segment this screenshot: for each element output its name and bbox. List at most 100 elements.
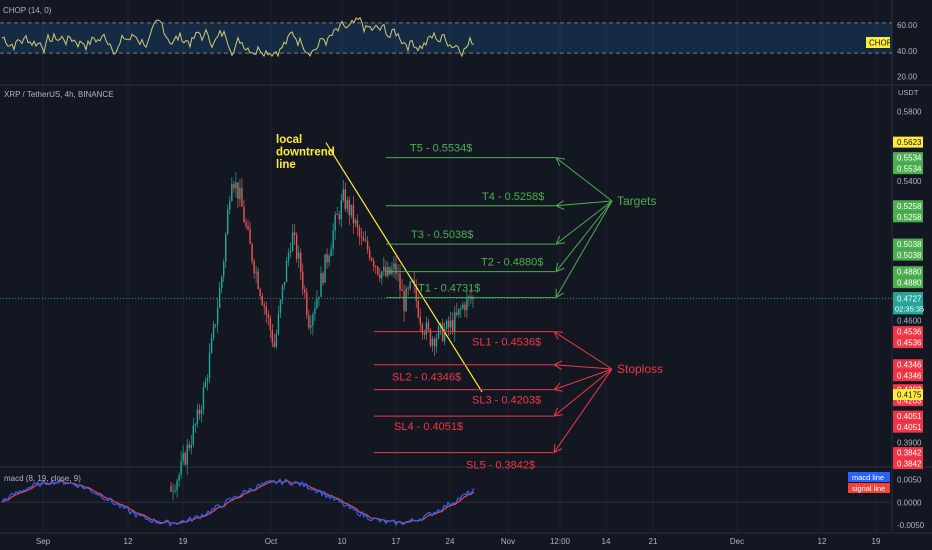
price-badge bbox=[893, 370, 923, 382]
candle-body bbox=[449, 320, 452, 328]
candle-body bbox=[372, 260, 375, 267]
candle-body bbox=[289, 250, 292, 254]
candle-body bbox=[194, 424, 197, 426]
candle-body bbox=[360, 236, 363, 238]
price-badge-label: 0.4880 bbox=[897, 279, 922, 288]
candle-body bbox=[385, 266, 387, 276]
candle-body bbox=[261, 296, 263, 305]
candle-body bbox=[186, 444, 188, 465]
price-badge-label: 0.5534 bbox=[897, 154, 922, 163]
x-tick-label: Sep bbox=[36, 537, 51, 546]
trendline-label: line bbox=[276, 159, 296, 171]
candle-body bbox=[472, 296, 474, 300]
candle-body bbox=[216, 307, 219, 325]
target-label: T3 - 0.5038$ bbox=[411, 229, 473, 241]
x-tick-label: 21 bbox=[649, 537, 658, 546]
downtrend-line[interactable] bbox=[325, 142, 483, 393]
candle-body bbox=[417, 300, 419, 317]
candle-body bbox=[297, 252, 300, 259]
candle-body bbox=[225, 233, 227, 262]
target-arrow bbox=[555, 200, 613, 298]
candle-body bbox=[172, 490, 174, 492]
candle-body bbox=[338, 214, 340, 220]
candle-body bbox=[452, 320, 454, 332]
candle-body bbox=[370, 258, 373, 261]
candle-body bbox=[460, 308, 462, 310]
candle-body bbox=[198, 409, 201, 414]
candle-body bbox=[356, 220, 359, 228]
candle-body bbox=[464, 304, 466, 311]
x-tick-label: Oct bbox=[265, 537, 278, 546]
candle-body bbox=[352, 204, 355, 224]
candle-body bbox=[316, 298, 318, 309]
target-arrow-head bbox=[555, 288, 564, 299]
candle-body bbox=[174, 490, 176, 491]
price-badge-label: 0.4051 bbox=[897, 412, 922, 421]
chop-y-tick-label: 40.00 bbox=[897, 47, 918, 56]
price-badge-label: 0.3842 bbox=[897, 460, 922, 469]
candle-body bbox=[445, 320, 448, 330]
candle-body bbox=[300, 252, 302, 272]
price-badge-label: 0.4346 bbox=[897, 372, 922, 381]
x-tick-label: 14 bbox=[602, 537, 611, 546]
candle-body bbox=[429, 329, 432, 346]
candle-body bbox=[222, 261, 225, 277]
candle-body bbox=[389, 267, 391, 275]
chop-y-tick-label: 60.00 bbox=[897, 21, 918, 30]
candle-body bbox=[403, 290, 405, 312]
candle-body bbox=[330, 248, 332, 257]
target-arrow bbox=[555, 200, 613, 272]
price-badge bbox=[893, 136, 923, 148]
candle-body bbox=[184, 453, 186, 465]
candle-body bbox=[180, 460, 182, 475]
price-badge-label: 0.4175 bbox=[897, 391, 922, 400]
stoploss-label: SL4 - 0.4051$ bbox=[394, 421, 463, 433]
price-badge-label: 0.5623 bbox=[897, 138, 922, 147]
candle-body bbox=[342, 189, 344, 201]
price-badge bbox=[893, 152, 923, 164]
price-badge bbox=[893, 211, 923, 223]
candle-body bbox=[218, 287, 221, 308]
candle-body bbox=[383, 266, 385, 272]
price-badge bbox=[893, 277, 923, 289]
target-label: T1 - 0.4731$ bbox=[418, 283, 480, 295]
candle-body bbox=[239, 187, 241, 199]
candle-body bbox=[435, 338, 438, 347]
chop-indicator-title[interactable]: CHOP (14, 0) bbox=[3, 6, 52, 15]
candle-body bbox=[308, 315, 310, 328]
candle-body bbox=[202, 387, 205, 410]
price-badge bbox=[893, 395, 923, 407]
trendline-label: local bbox=[276, 134, 302, 146]
target-label: T2 - 0.4880$ bbox=[481, 257, 543, 269]
price-badge bbox=[893, 326, 923, 338]
stoploss-arrow bbox=[553, 368, 613, 391]
last-price-label: 0.4727 bbox=[897, 294, 922, 303]
candle-body bbox=[220, 276, 223, 288]
price-badge-label: 0.5038 bbox=[897, 240, 922, 249]
candle-body bbox=[364, 240, 367, 242]
stoploss-arrow-head bbox=[553, 407, 563, 417]
stoploss-label: SL5 - 0.3842$ bbox=[466, 460, 535, 472]
target-arrow bbox=[555, 200, 613, 245]
candle-body bbox=[346, 199, 349, 209]
macd-line bbox=[1, 477, 475, 527]
candle-body bbox=[362, 237, 365, 241]
candle-body bbox=[322, 273, 324, 283]
candle-body bbox=[182, 453, 184, 461]
price-y-tick-label: 0.4600 bbox=[897, 316, 922, 325]
symbol-title[interactable]: XRP / TetherUS, 4h, BINANCE bbox=[4, 90, 114, 99]
candle-body bbox=[336, 214, 338, 216]
target-arrow-head bbox=[555, 157, 565, 167]
price-badge bbox=[893, 421, 923, 433]
candle-body bbox=[350, 204, 353, 216]
candle-body bbox=[196, 409, 199, 425]
target-label: T5 - 0.5534$ bbox=[410, 143, 472, 155]
x-tick-label: 19 bbox=[872, 537, 881, 546]
macd-indicator-title[interactable]: macd (8, 19, close, 9) bbox=[4, 474, 81, 483]
candle-body bbox=[227, 209, 229, 234]
x-tick-label: Dec bbox=[730, 537, 744, 546]
macd-y-tick-label: -0.0050 bbox=[897, 521, 925, 530]
